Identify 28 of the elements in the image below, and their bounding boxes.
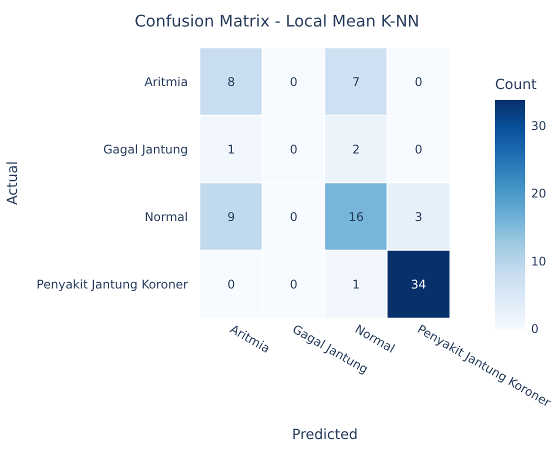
data-label: 0	[414, 74, 422, 89]
data-label: 3	[414, 210, 422, 224]
data-label: 9	[227, 210, 236, 224]
data-label: 0	[290, 210, 298, 224]
data-label: 0	[227, 277, 236, 292]
data-label: 1	[227, 142, 236, 156]
color-bar-title: Count	[495, 77, 538, 93]
data-label: 0	[290, 142, 298, 156]
y-tick-label: Normal	[144, 210, 188, 224]
data-label: 16	[348, 210, 364, 224]
y-tick-label: Gagal Jantung	[103, 142, 188, 156]
data-label: 34	[410, 277, 426, 292]
y-tick-label: Penyakit Jantung Koroner	[36, 277, 188, 292]
data-label: 0	[290, 277, 298, 292]
y-tick-label: Aritmia	[144, 74, 188, 89]
data-label: 1	[352, 277, 360, 292]
color-bar-label: 10	[531, 254, 546, 268]
data-label: 7	[352, 74, 360, 89]
y-axis-title: Actual	[5, 161, 21, 205]
data-label: 2	[352, 142, 360, 156]
chart-title: Confusion Matrix - Local Mean K-NN	[134, 12, 420, 30]
color-bar-label: 30	[531, 119, 546, 134]
data-label: 0	[414, 142, 422, 156]
x-axis-title: Predicted	[292, 427, 358, 443]
color-bar-label: 0	[531, 322, 539, 336]
data-label: 8	[227, 74, 236, 89]
data-label: 0	[290, 74, 298, 89]
color-bar-label: 20	[531, 186, 546, 201]
